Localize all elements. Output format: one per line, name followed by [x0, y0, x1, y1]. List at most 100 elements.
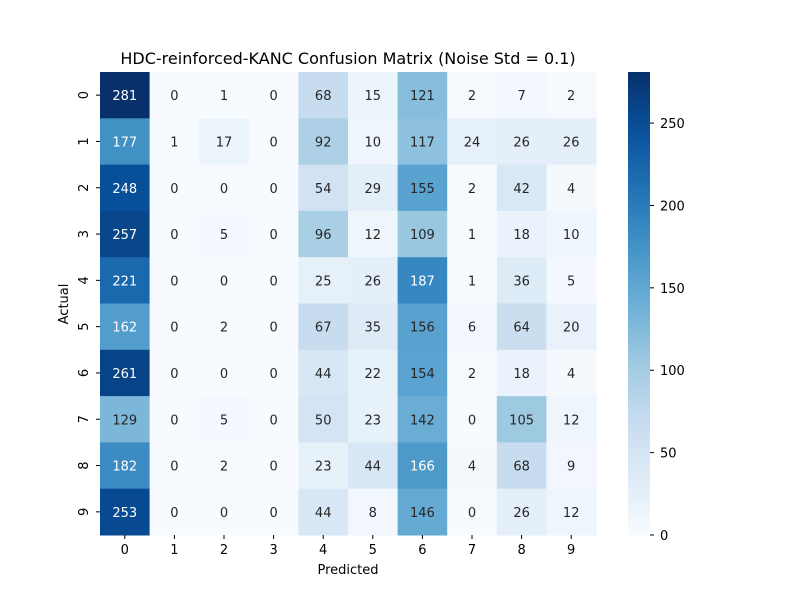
heatmap-cell — [100, 210, 151, 258]
cell-value-label: 0 — [170, 274, 178, 289]
y-tick-label: 2 — [77, 184, 92, 192]
cell-value-label: 0 — [269, 321, 277, 336]
y-tick-label: 5 — [77, 323, 92, 331]
heatmap-cell — [100, 488, 151, 536]
cell-value-label: 4 — [567, 367, 575, 382]
cell-value-label: 162 — [112, 321, 137, 336]
heatmap-cell — [546, 210, 597, 258]
x-tick-label: 4 — [319, 543, 327, 558]
heatmap-cell — [298, 72, 349, 119]
heatmap-cell — [496, 210, 547, 258]
heatmap-cell — [199, 488, 250, 536]
heatmap-cell — [447, 257, 498, 304]
heatmap-cell — [298, 303, 349, 351]
cell-value-label: 50 — [315, 413, 332, 428]
cell-value-label: 146 — [410, 506, 435, 521]
cell-value-label: 0 — [170, 182, 178, 197]
heatmap-cell — [546, 488, 597, 536]
heatmap-cell — [199, 210, 250, 258]
heatmap-cell — [546, 164, 597, 212]
cell-value-label: 44 — [315, 506, 332, 521]
cell-value-label: 0 — [269, 460, 277, 475]
heatmap-cell — [348, 303, 399, 351]
x-tick-label: 7 — [468, 543, 476, 558]
heatmap-cell — [397, 488, 448, 536]
heatmap-cell — [100, 396, 151, 443]
heatmap-cell — [199, 349, 250, 397]
x-tick-label: 3 — [269, 543, 277, 558]
heatmap-cell — [348, 396, 399, 443]
heatmap-cell — [496, 303, 547, 351]
cell-value-label: 0 — [220, 274, 228, 289]
heatmap-cell — [348, 210, 399, 258]
cell-value-label: 26 — [563, 135, 580, 150]
heatmap-cell — [546, 257, 597, 304]
heatmap-cell — [199, 442, 250, 490]
heatmap-cell — [248, 349, 299, 397]
colorbar-tick-label: 100 — [660, 364, 685, 379]
heatmap-cell — [496, 257, 547, 304]
cell-value-label: 10 — [365, 135, 382, 150]
heatmap-cell — [348, 257, 399, 304]
heatmap-cell — [248, 442, 299, 490]
heatmap-cell — [447, 118, 498, 166]
heatmap-cell — [199, 303, 250, 351]
heatmap-cell — [199, 396, 250, 443]
heatmap-cell — [397, 72, 448, 119]
heatmap-cell — [248, 118, 299, 166]
cell-value-label: 12 — [563, 506, 580, 521]
y-tick-label: 4 — [77, 276, 92, 284]
cell-value-label: 26 — [365, 274, 382, 289]
heatmap-cell — [298, 164, 349, 212]
cell-value-label: 7 — [517, 89, 525, 104]
colorbar-tick-label: 250 — [660, 117, 685, 132]
cell-value-label: 64 — [513, 321, 530, 336]
heatmap-cell — [298, 349, 349, 397]
x-tick-label: 9 — [567, 543, 575, 558]
heatmap-cell — [100, 303, 151, 351]
cell-value-label: 2 — [468, 182, 476, 197]
heatmap-cell — [100, 349, 151, 397]
cell-value-label: 129 — [112, 413, 137, 428]
chart-title: HDC-reinforced-KANC Confusion Matrix (No… — [120, 49, 575, 68]
cell-value-label: 25 — [315, 274, 332, 289]
cell-value-label: 17 — [216, 135, 233, 150]
cell-value-label: 0 — [170, 228, 178, 243]
cell-value-label: 0 — [468, 413, 476, 428]
colorbar-ticks: 0 50 100 150 200 250 — [650, 117, 685, 544]
heatmap-cell — [348, 442, 399, 490]
heatmap-cell — [100, 72, 151, 119]
heatmap-cell — [298, 396, 349, 443]
cell-value-label: 154 — [410, 367, 435, 382]
heatmap-cell — [248, 488, 299, 536]
cell-value-label: 187 — [410, 274, 435, 289]
heatmap-cell — [348, 488, 399, 536]
cell-value-label: 15 — [365, 89, 382, 104]
cell-value-label: 68 — [315, 89, 332, 104]
cell-value-label: 248 — [112, 182, 137, 197]
cell-value-label: 253 — [112, 506, 137, 521]
heatmap-cell — [298, 442, 349, 490]
cell-value-label: 26 — [513, 506, 530, 521]
heatmap-cell — [248, 210, 299, 258]
heatmap-cell — [447, 349, 498, 397]
heatmap-cell — [496, 118, 547, 166]
cell-value-label: 0 — [269, 182, 277, 197]
cell-value-label: 18 — [513, 228, 530, 243]
cell-value-label: 36 — [513, 274, 530, 289]
y-tick-label: 0 — [77, 91, 92, 99]
heatmap-cell — [496, 349, 547, 397]
y-tick-label: 8 — [77, 461, 92, 469]
cell-value-label: 0 — [220, 506, 228, 521]
heatmap-cell — [248, 72, 299, 119]
heatmap-cell — [149, 488, 200, 536]
heatmap-cell — [496, 72, 547, 119]
heatmap-cell — [447, 72, 498, 119]
heatmap-cell — [397, 118, 448, 166]
heatmap-cell — [298, 488, 349, 536]
heatmap-cell — [199, 164, 250, 212]
heatmap-cell — [397, 396, 448, 443]
cell-value-label: 2 — [468, 89, 476, 104]
cell-value-label: 23 — [365, 413, 382, 428]
